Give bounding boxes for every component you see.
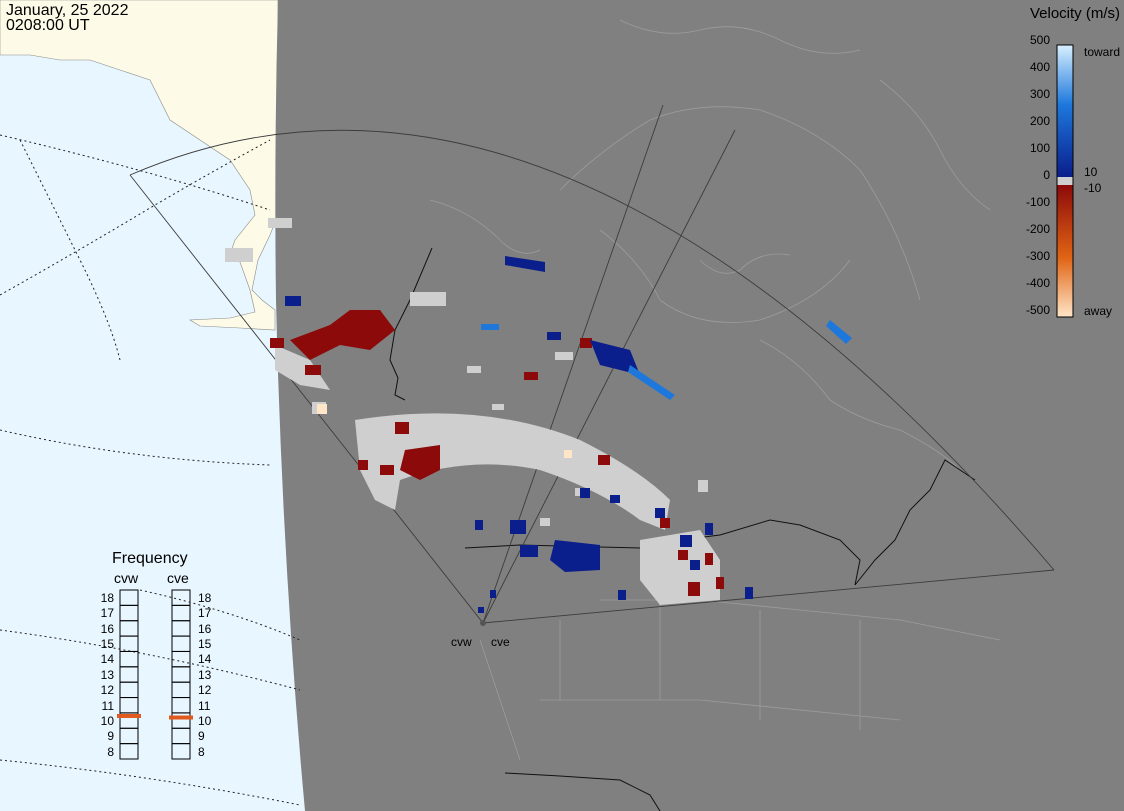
velocity-tick-label: -100 xyxy=(1025,195,1050,209)
velocity-tick-label: 100 xyxy=(1029,141,1050,155)
frequency-gauges xyxy=(117,589,193,760)
frequency-tick-label: 12 xyxy=(100,683,114,698)
frequency-tick-label: 14 xyxy=(100,652,114,667)
velocity-colorbar xyxy=(1056,44,1074,318)
frequency-tick-label: 9 xyxy=(107,729,114,744)
frequency-tick-label: 17 xyxy=(198,606,212,621)
positive-threshold-label: 10 xyxy=(1084,165,1098,179)
frequency-tick-label: 16 xyxy=(100,621,114,636)
velocity-tick-label: 300 xyxy=(1029,87,1050,101)
frequency-tick-label: 10 xyxy=(100,713,114,728)
frequency-tick-label: 18 xyxy=(100,591,114,605)
frequency-marker-cve xyxy=(169,715,193,720)
negative-threshold-label: -10 xyxy=(1084,181,1102,195)
frequency-cell xyxy=(119,743,139,760)
frequency-tick-label: 11 xyxy=(101,698,114,713)
fast-away-velocity-cells xyxy=(317,404,572,458)
lat-lon-grid xyxy=(0,134,301,806)
velocity-tick-label: 500 xyxy=(1029,33,1050,47)
away-gradient xyxy=(1057,185,1073,317)
velocity-tick-label: -300 xyxy=(1025,249,1050,263)
time-label: 0208:00 UT xyxy=(6,17,90,34)
fast-toward-velocity-cells xyxy=(481,320,852,400)
frequency-tick-label: 14 xyxy=(198,652,212,667)
toward-velocity-cells xyxy=(285,256,753,613)
channel-label-cvw: cvw xyxy=(114,570,139,586)
frequency-title: Frequency xyxy=(112,550,188,567)
frequency-tick-label: 18 xyxy=(198,591,212,605)
velocity-tick-label: 0 xyxy=(1043,168,1050,182)
frequency-tick-label: 8 xyxy=(107,744,114,759)
frequency-cell xyxy=(171,743,191,760)
channel-label-cve: cve xyxy=(167,570,189,586)
frequency-tick-label: 12 xyxy=(198,683,212,698)
velocity-legend-title: Velocity (m/s) xyxy=(1029,5,1120,22)
frequency-tick-label: 15 xyxy=(100,637,114,652)
toward-label: toward xyxy=(1084,45,1121,59)
frequency-tick-label: 13 xyxy=(100,667,114,682)
radar-site-marker xyxy=(480,620,486,626)
velocity-tick-label: 400 xyxy=(1029,60,1050,74)
velocity-tick-label: 200 xyxy=(1029,114,1050,128)
date-label: January, 25 2022 xyxy=(6,2,129,19)
velocity-tick-label: -200 xyxy=(1025,222,1050,236)
away-velocity-cells xyxy=(270,310,724,596)
site-label-cvw: cvw xyxy=(451,635,472,649)
frequency-tick-label: 8 xyxy=(198,744,205,759)
zero-band xyxy=(1057,177,1073,185)
frequency-marker-cvw xyxy=(117,713,141,718)
frequency-tick-label: 13 xyxy=(198,667,212,682)
away-label: away xyxy=(1084,304,1113,318)
frequency-tick-label: 11 xyxy=(198,698,211,713)
frequency-tick-label: 9 xyxy=(198,729,205,744)
velocity-tick-label: -500 xyxy=(1025,303,1050,317)
frequency-tick-label: 15 xyxy=(198,637,212,652)
velocity-tick-label: -400 xyxy=(1025,276,1050,290)
toward-gradient xyxy=(1057,45,1073,177)
frequency-tick-label: 17 xyxy=(100,606,114,621)
night-region xyxy=(275,0,1124,811)
site-label-cve: cve xyxy=(491,635,510,649)
frequency-tick-label: 10 xyxy=(198,713,212,728)
frequency-tick-label: 16 xyxy=(198,621,212,636)
